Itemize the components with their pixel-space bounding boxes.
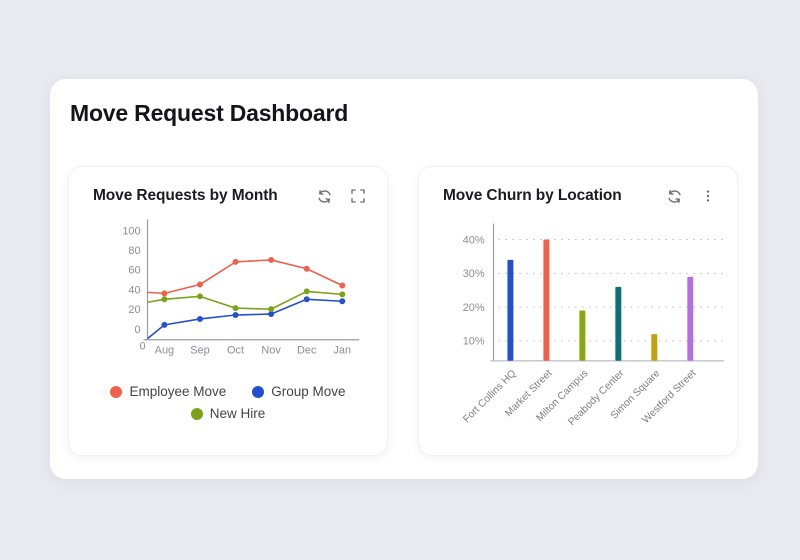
svg-text:Nov: Nov xyxy=(261,345,281,357)
legend-label: Employee Move xyxy=(129,384,227,399)
svg-text:100: 100 xyxy=(122,225,140,237)
panel-header: Move Requests by Month xyxy=(69,167,387,211)
svg-text:80: 80 xyxy=(128,245,140,257)
line-chart: 0 20 40 60 80 100 Aug Sep Oct Nov Dec Jan 0 xyxy=(122,219,360,357)
page-title: Move Request Dashboard xyxy=(70,100,349,126)
bar-fort-collins-hq xyxy=(507,259,514,361)
bar-simon-square xyxy=(651,334,658,361)
svg-text:10%: 10% xyxy=(463,336,485,348)
line-chart-legend: Employee Move Group Move New Hire xyxy=(69,384,387,421)
svg-text:20%: 20% xyxy=(463,302,485,314)
axes: 10% 20% 30% 40% xyxy=(463,223,725,362)
kebab-menu-button[interactable] xyxy=(697,185,719,207)
bar-peabody-center xyxy=(615,286,622,361)
bar-market-street xyxy=(543,239,550,361)
legend-item-new-hire[interactable]: New Hire xyxy=(190,406,266,421)
panel-move-requests-by-month: Move Requests by Month xyxy=(68,166,388,456)
refresh-icon xyxy=(316,188,333,205)
svg-text:20: 20 xyxy=(128,304,140,316)
panel-title: Move Requests by Month xyxy=(93,187,278,204)
panel-title: Move Churn by Location xyxy=(443,187,622,204)
svg-text:Dec: Dec xyxy=(297,345,317,357)
fullscreen-icon xyxy=(350,188,366,204)
svg-text:0: 0 xyxy=(139,341,145,353)
legend-marker xyxy=(110,385,123,398)
svg-text:30%: 30% xyxy=(463,268,485,280)
svg-text:40%: 40% xyxy=(463,234,485,246)
panel-move-churn-by-location: Move Churn by Location xyxy=(418,166,738,456)
legend-marker xyxy=(252,385,265,398)
svg-text:0: 0 xyxy=(134,324,140,336)
legend-label: New Hire xyxy=(209,406,266,421)
series-new-hire xyxy=(147,288,346,313)
kebab-menu-icon xyxy=(700,188,716,204)
series-employee-move xyxy=(147,256,346,297)
legend-row: Employee Move Group Move xyxy=(110,384,346,399)
svg-text:60: 60 xyxy=(128,265,140,277)
bars xyxy=(507,239,694,361)
axes: 0 20 40 60 80 100 Aug Sep Oct Nov Dec Jan 0 xyxy=(122,219,360,357)
svg-text:Aug: Aug xyxy=(155,345,174,357)
legend-marker xyxy=(190,407,203,420)
refresh-button[interactable] xyxy=(313,185,335,207)
fullscreen-button[interactable] xyxy=(347,185,369,207)
svg-text:40: 40 xyxy=(128,284,140,296)
dashboard-card: Move Request Dashboard Move Requests by … xyxy=(50,79,758,479)
legend-label: Group Move xyxy=(271,384,346,399)
svg-text:Sep: Sep xyxy=(190,345,209,357)
legend-item-group-move[interactable]: Group Move xyxy=(252,384,346,399)
bar-milton-campus xyxy=(579,310,586,361)
legend-item-employee-move[interactable]: Employee Move xyxy=(110,384,226,399)
refresh-icon xyxy=(666,188,683,205)
refresh-button[interactable] xyxy=(663,185,685,207)
svg-text:Jan: Jan xyxy=(333,345,351,357)
legend-row: New Hire xyxy=(190,406,266,421)
panel-header: Move Churn by Location xyxy=(419,167,737,211)
bar-westford-street xyxy=(687,276,694,361)
panel-actions xyxy=(313,185,369,207)
series-group-move xyxy=(147,296,346,340)
panel-actions xyxy=(663,185,719,207)
svg-text:Oct: Oct xyxy=(227,345,244,357)
